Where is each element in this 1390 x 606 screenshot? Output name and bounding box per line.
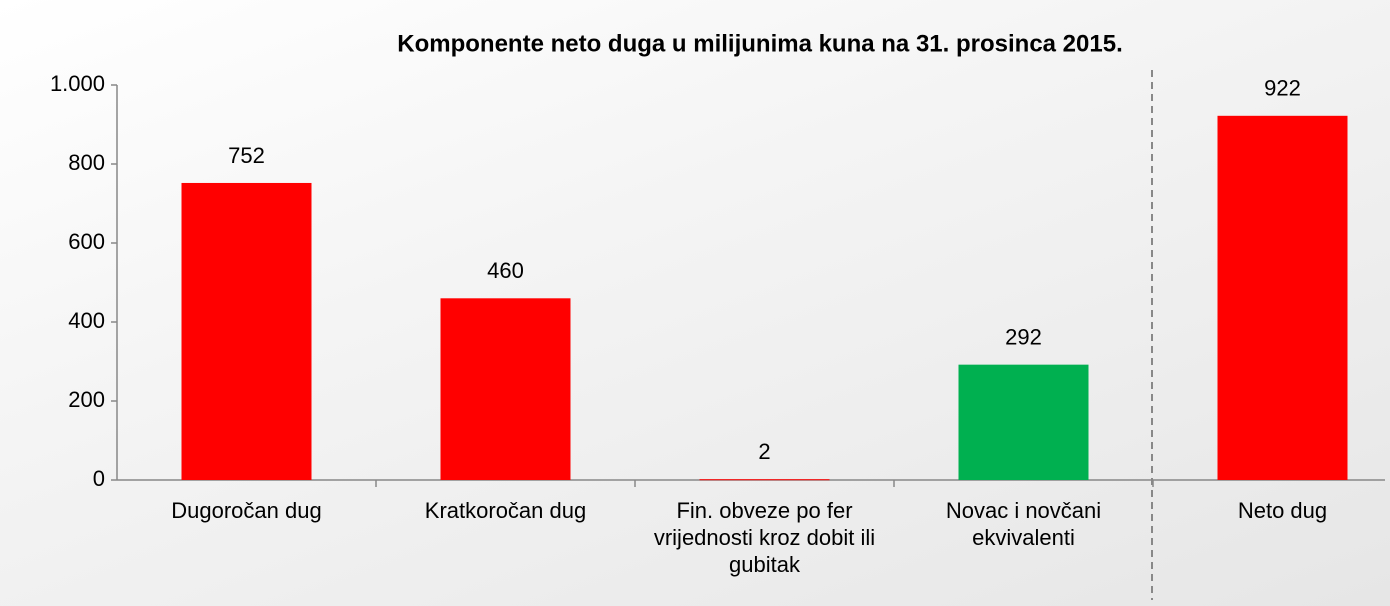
- y-tick-label: 600: [68, 229, 105, 254]
- value-label: 922: [1264, 76, 1301, 101]
- value-label: 2: [758, 439, 770, 464]
- bar: [1217, 115, 1348, 480]
- bar: [958, 364, 1089, 480]
- bar: [440, 298, 571, 480]
- bar: [181, 182, 312, 480]
- y-tick-label: 200: [68, 387, 105, 412]
- x-tick-label: Kratkoročan dug: [424, 498, 587, 523]
- bar: [699, 479, 830, 481]
- x-tick-label: Fin. obveze po fer vrijednosti kroz dobi…: [653, 498, 876, 577]
- x-tick-label: Novac i novčani ekvivalenti: [945, 498, 1102, 550]
- value-label: 752: [228, 143, 265, 168]
- chart-title: Komponente neto duga u milijunima kuna n…: [397, 30, 1122, 57]
- y-tick-label: 400: [68, 308, 105, 333]
- value-label: 460: [487, 258, 524, 283]
- value-label: 292: [1005, 324, 1042, 349]
- y-tick-label: 800: [68, 150, 105, 175]
- y-tick-label: 1.000: [50, 71, 105, 96]
- x-tick-label: Neto dug: [1237, 498, 1328, 523]
- x-tick-label: Dugoročan dug: [171, 498, 322, 523]
- y-tick-label: 0: [93, 466, 105, 491]
